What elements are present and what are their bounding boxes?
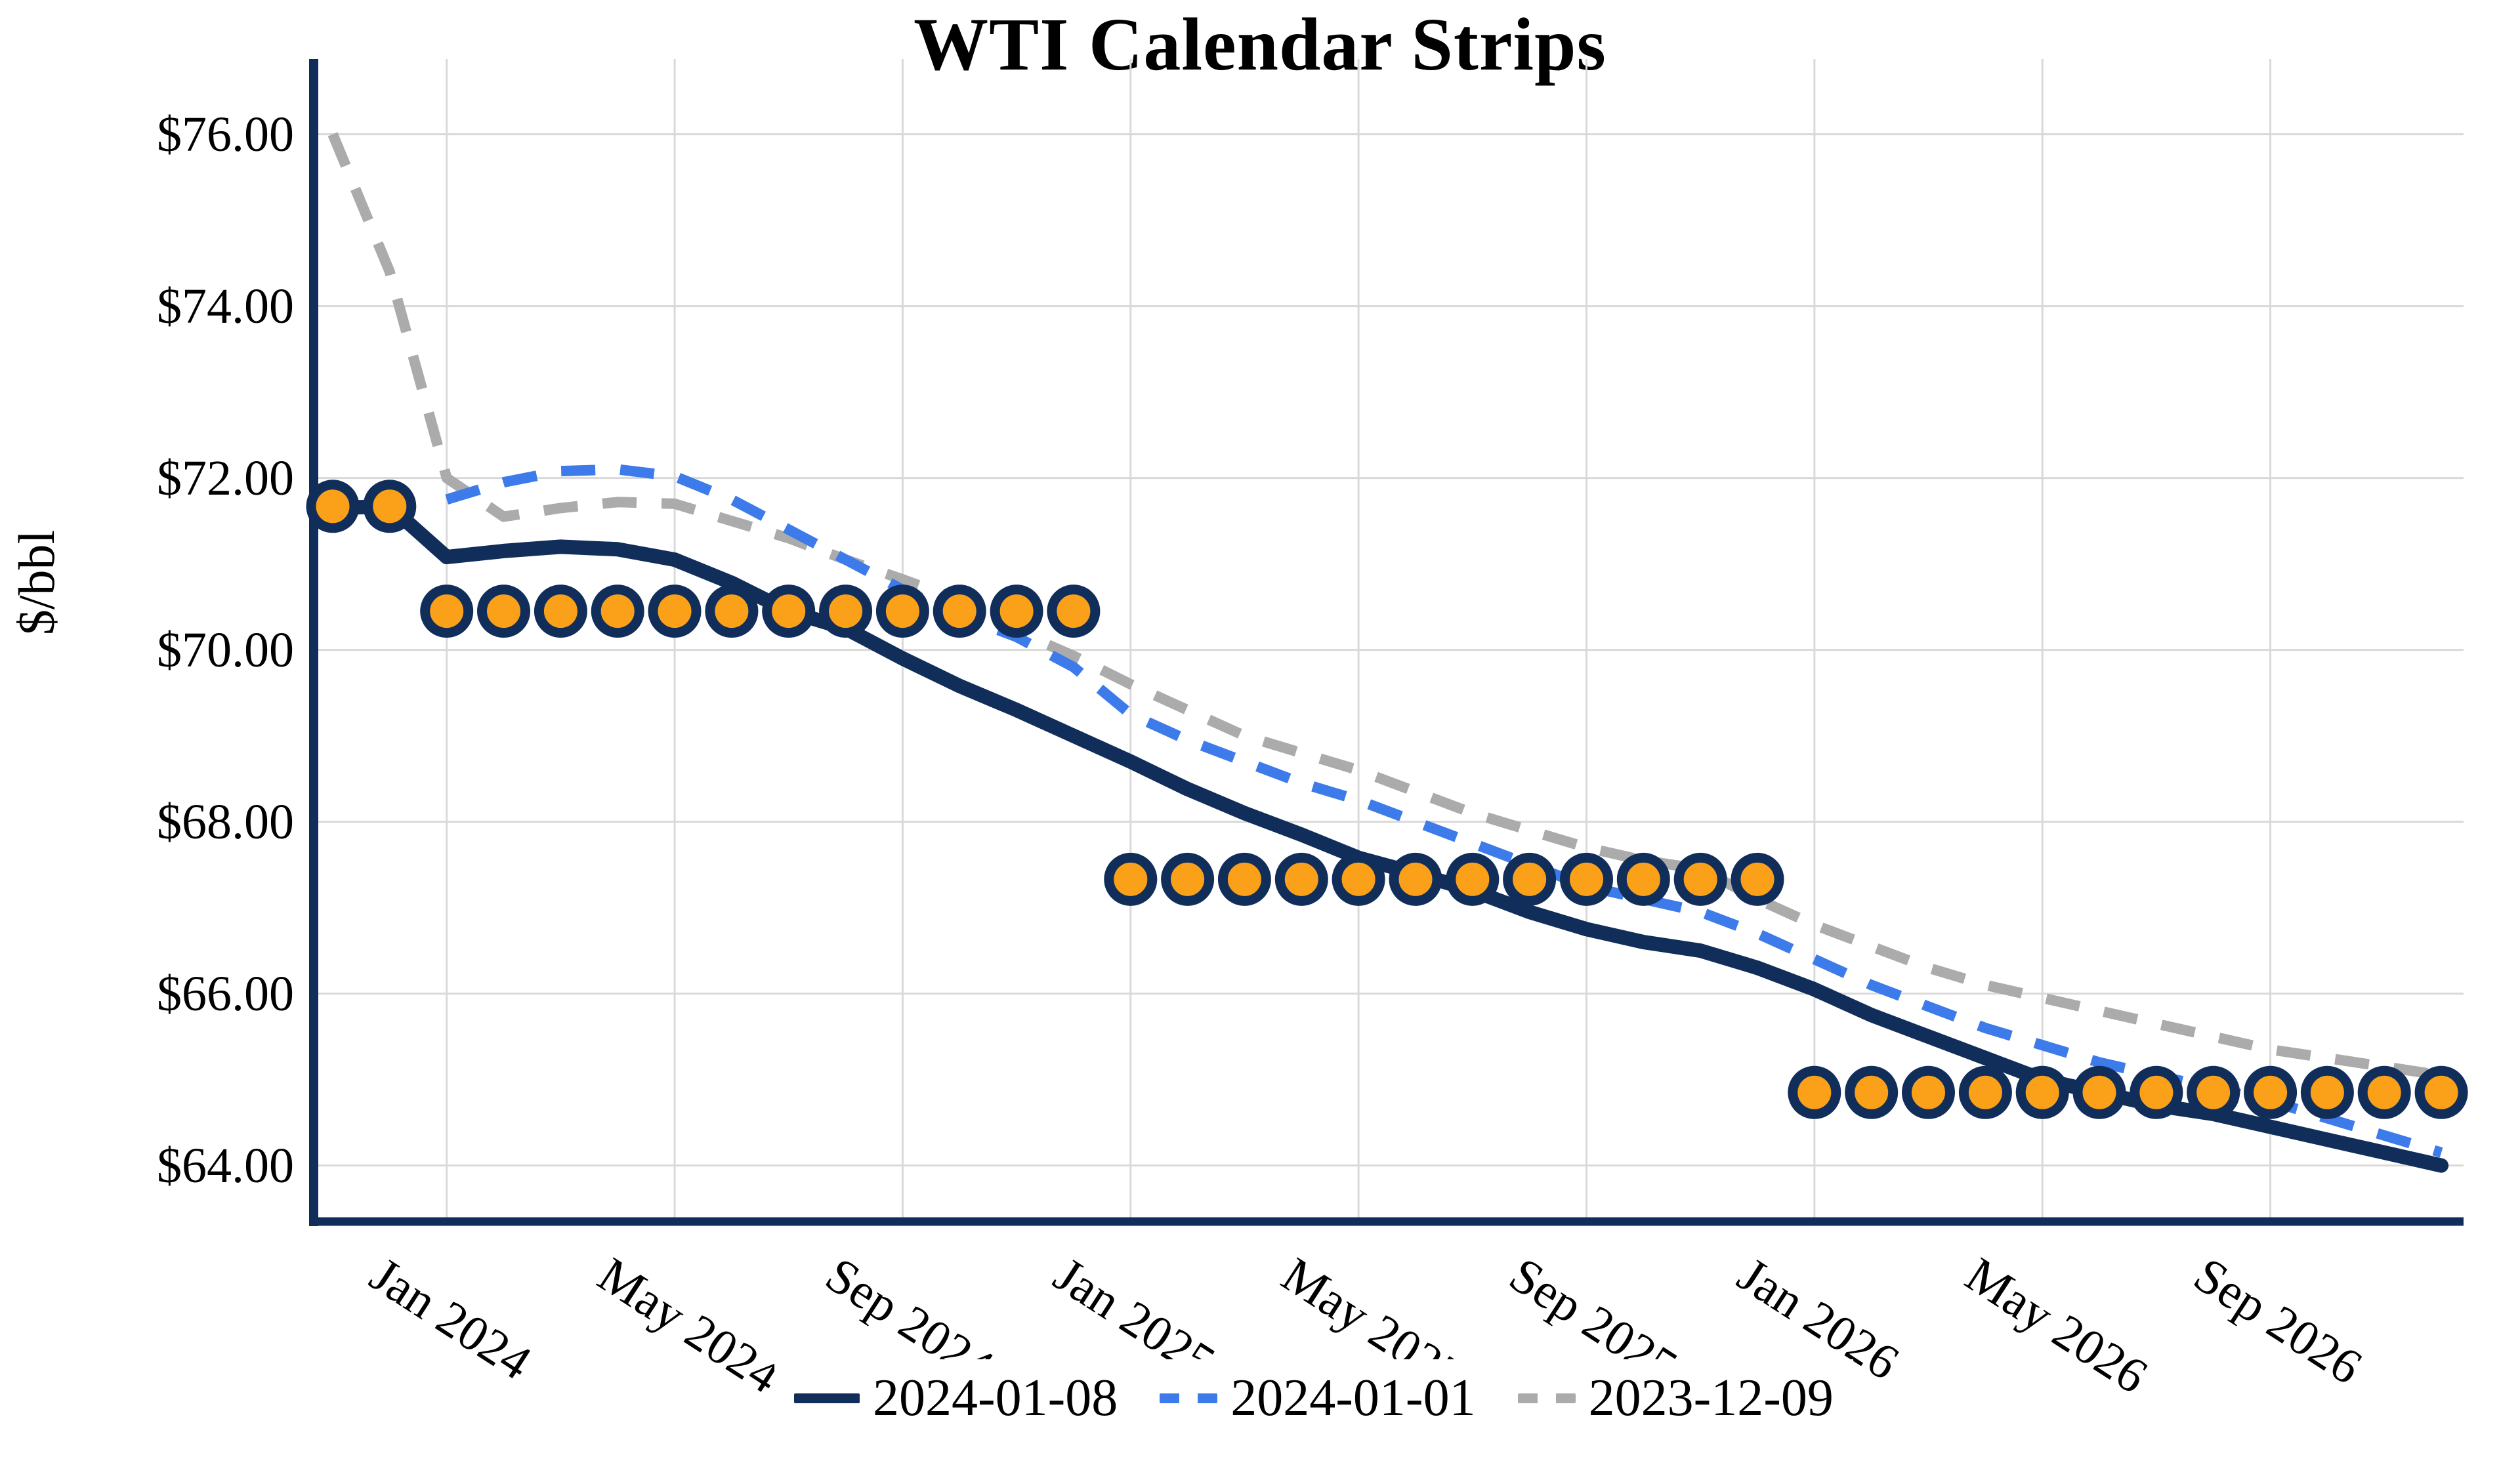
strip-marker-2024 (933, 585, 986, 638)
strip-marker-2024 (648, 585, 702, 638)
strip-marker-2024 (705, 585, 759, 638)
y-tick-label: $68.00 (157, 794, 294, 850)
strip-marker-2024 (990, 585, 1043, 638)
strip-marker-2024 (477, 585, 530, 638)
strip-marker-2025 (1274, 852, 1328, 906)
strip-marker-2024 (819, 585, 873, 638)
strip-marker-2025 (1389, 852, 1442, 906)
legend-item-2024-01-01: 2024-01-01 (1160, 1368, 1476, 1428)
y-tick-label: $66.00 (157, 966, 294, 1021)
strip-marker-2024 (1047, 585, 1101, 638)
legend: 2024-01-08 2024-01-01 2023-12-09 (774, 1359, 1853, 1437)
strip-marker-2026 (1902, 1065, 1955, 1119)
strip-marker-2025 (1616, 852, 1670, 906)
strip-marker-2025 (1446, 852, 1500, 906)
strip-marker-2025 (1332, 852, 1385, 906)
strip-marker-2025 (1217, 852, 1271, 906)
strip-marker-2025 (1104, 852, 1158, 906)
strip-marker-2026 (2357, 1065, 2411, 1119)
strip-marker-2025 (1503, 852, 1557, 906)
series-line-2024-01-01 (445, 464, 2443, 1158)
strip-marker-2026 (2187, 1065, 2240, 1119)
legend-item-2023-12-09: 2023-12-09 (1517, 1368, 1834, 1428)
strip-marker-2026 (2300, 1065, 2354, 1119)
strip-marker-2026 (2015, 1065, 2069, 1119)
strip-marker-2024 (534, 585, 587, 638)
y-tick-label: $70.00 (157, 622, 294, 678)
strip-marker-2026 (2130, 1065, 2183, 1119)
strip-marker-2025 (1673, 852, 1727, 906)
legend-item-2024-01-08: 2024-01-08 (794, 1368, 1118, 1428)
y-tick-label: $72.00 (157, 450, 294, 506)
strip-marker-2026 (1958, 1065, 2012, 1119)
strip-marker-2023 (363, 480, 417, 533)
strip-marker-2023 (306, 480, 360, 533)
strip-marker-2025 (1560, 852, 1613, 906)
y-tick-label: $74.00 (157, 278, 294, 334)
y-tick-label: $64.00 (157, 1138, 294, 1193)
strip-marker-2026 (2414, 1065, 2468, 1119)
strip-marker-2026 (1788, 1065, 1841, 1119)
chart-title: WTI Calendar Strips (914, 3, 1606, 86)
strip-marker-2024 (591, 585, 644, 638)
y-tick-label: $76.00 (157, 106, 294, 162)
legend-dashed-line-icon (1517, 1393, 1576, 1403)
strip-marker-2026 (2244, 1065, 2298, 1119)
legend-dashed-line-icon (1160, 1393, 1218, 1403)
legend-label: 2024-01-08 (873, 1369, 1118, 1427)
legend-label: 2024-01-01 (1230, 1369, 1476, 1427)
strip-marker-2025 (1731, 852, 1784, 906)
strip-marker-2024 (875, 585, 929, 638)
strip-marker-2024 (420, 585, 474, 638)
strip-marker-2026 (2072, 1065, 2126, 1119)
strip-marker-2024 (762, 585, 816, 638)
strip-marker-2025 (1161, 852, 1215, 906)
strip-marker-2026 (1845, 1065, 1899, 1119)
legend-label: 2023-12-09 (1588, 1369, 1834, 1427)
legend-solid-line-icon (794, 1393, 860, 1403)
series-line-2023-12-09 (327, 132, 2443, 1081)
